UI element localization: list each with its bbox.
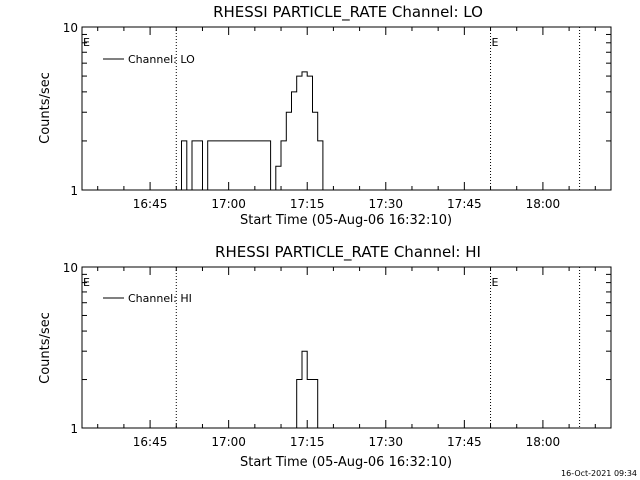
chart-title: RHESSI PARTICLE_RATE Channel: HI [215,243,481,262]
x-tick-label: 17:15 [290,197,325,211]
y-tick-label: 10 [63,21,78,35]
x-tick-label: 16:45 [133,435,168,449]
chart-title: RHESSI PARTICLE_RATE Channel: LO [213,3,483,22]
plot-frame [81,266,612,429]
x-tick-label: 17:30 [368,435,403,449]
x-axis-label: Start Time (05-Aug-06 16:32:10) [240,213,452,228]
footer-timestamp: 16-Oct-2021 09:34 [561,469,637,478]
x-tick-label: 17:30 [368,197,403,211]
y-tick-label: 10 [63,261,78,275]
y-axis-label: Counts/sec [38,312,53,384]
event-marker: E [83,276,90,289]
y-tick-label: 1 [70,422,78,436]
x-tick-label: 17:45 [447,197,482,211]
x-tick-label: 17:00 [211,197,246,211]
event-marker: E [492,276,499,289]
x-tick-label: 18:00 [526,435,561,449]
legend-label: Channel: HI [128,292,192,305]
plot-frame [81,26,612,191]
x-tick-label: 18:00 [526,197,561,211]
data-series-line [291,350,323,429]
legend-label: Channel: LO [128,53,195,66]
data-series-line [176,71,329,191]
chart-panel-lo: RHESSI PARTICLE_RATE Channel: LO Counts/… [38,3,612,228]
x-axis-label: Start Time (05-Aug-06 16:32:10) [240,455,452,470]
event-marker: E [492,36,499,49]
x-tick-label: 17:15 [290,435,325,449]
x-tick-label: 17:00 [211,435,246,449]
y-tick-label: 1 [70,184,78,198]
y-axis-label: Counts/sec [38,72,53,144]
x-tick-label: 17:45 [447,435,482,449]
event-marker: E [83,36,90,49]
x-tick-label: 16:45 [133,197,168,211]
chart-panel-hi: RHESSI PARTICLE_RATE Channel: HI Counts/… [38,243,612,470]
